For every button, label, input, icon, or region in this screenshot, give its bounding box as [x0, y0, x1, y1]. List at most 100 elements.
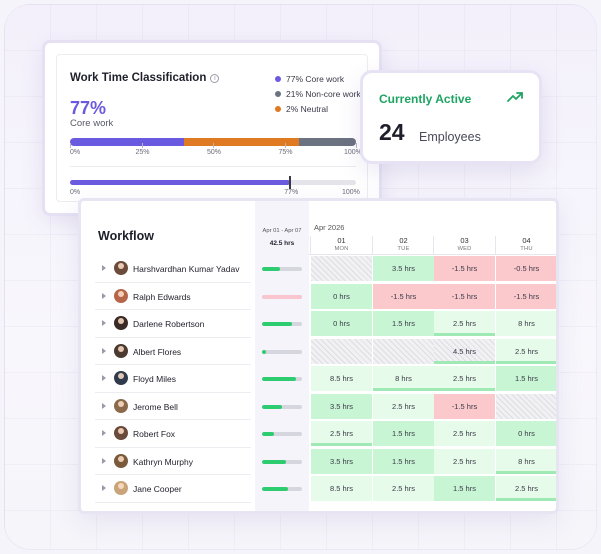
- day-cell[interactable]: 2.5 hrs: [311, 421, 372, 446]
- row-separator: [95, 474, 251, 475]
- cell-hours: 8 hrs: [395, 374, 412, 383]
- core-progress-marker[interactable]: [289, 176, 292, 189]
- legend-item: 2% Neutral: [275, 101, 361, 116]
- day-cell[interactable]: 1.5 hrs: [373, 448, 434, 474]
- cell-progress-strip: [434, 388, 495, 391]
- cell-hours: 1.5 hrs: [515, 374, 538, 383]
- day-cell[interactable]: 8 hrs: [373, 366, 434, 391]
- row-progress-fill: [262, 487, 288, 491]
- day-cell[interactable]: 8.5 hrs: [311, 366, 372, 391]
- day-cell[interactable]: -1.5 hrs: [496, 283, 556, 309]
- cell-hours: 2.5 hrs: [453, 374, 476, 383]
- cell-hours: 0 hrs: [518, 429, 535, 438]
- work-time-card: Work Time Classification i 77% Core work…: [42, 40, 382, 216]
- day-cell[interactable]: 3.5 hrs: [311, 393, 372, 419]
- cell-progress-strip: [373, 388, 434, 391]
- day-cell[interactable]: 2.5 hrs: [496, 476, 556, 501]
- expand-caret-icon[interactable]: [102, 265, 106, 271]
- day-of-week: THU: [520, 246, 533, 252]
- day-cell[interactable]: 4.5 hrs: [434, 338, 495, 364]
- day-cell[interactable]: 8 hrs: [496, 311, 556, 336]
- core-progress-fill: [70, 180, 291, 185]
- table-row[interactable]: Robert Fox 2.5 hrs 1.5 hrs 2.5 hrs 0 hrs: [81, 420, 556, 448]
- legend-item: 77% Core work: [275, 71, 361, 86]
- day-cell[interactable]: 1.5 hrs: [434, 476, 495, 501]
- day-cell[interactable]: 0 hrs: [311, 311, 372, 336]
- cell-hours: 0 hrs: [333, 319, 350, 328]
- progress-tick-label: 77%: [284, 189, 299, 196]
- cell-hours: -0.5 hrs: [513, 264, 540, 273]
- range-column: [255, 201, 309, 511]
- day-cell[interactable]: 1.5 hrs: [373, 311, 434, 336]
- cell-hours: 0 hrs: [333, 291, 350, 301]
- day-cell[interactable]: 8.5 hrs: [311, 476, 372, 501]
- row-separator: [95, 336, 251, 338]
- progress-tick-label: 100%: [342, 189, 360, 196]
- expand-caret-icon[interactable]: [102, 402, 106, 409]
- info-icon[interactable]: i: [210, 73, 220, 83]
- cell-hours: 3.5 hrs: [330, 401, 353, 411]
- row-progress-fill: [262, 404, 282, 409]
- day-cell[interactable]: [373, 338, 434, 364]
- day-cell[interactable]: [311, 338, 372, 364]
- day-cell[interactable]: -1.5 hrs: [434, 283, 495, 309]
- day-cell[interactable]: 2.5 hrs: [434, 311, 495, 336]
- tick-label: 0%: [70, 149, 81, 156]
- expand-caret-icon[interactable]: [102, 375, 106, 381]
- day-cell[interactable]: 2.5 hrs: [434, 421, 495, 446]
- day-cell[interactable]: 1.5 hrs: [496, 366, 556, 391]
- day-cell[interactable]: 2.5 hrs: [434, 366, 495, 391]
- tick-label: 75%: [278, 149, 293, 156]
- expand-caret-icon[interactable]: [102, 457, 106, 464]
- table-row[interactable]: Harshvardhan Kumar Yadav 3.5 hrs -1.5 hrs -…: [81, 255, 556, 283]
- row-progress-bar: [262, 294, 302, 299]
- expand-caret-icon[interactable]: [102, 485, 106, 491]
- table-row[interactable]: Ralph Edwards 0 hrs -1.5 hrs -1.5 hrs -1.5 h…: [81, 283, 556, 310]
- cell-progress-strip: [311, 443, 372, 446]
- table-row[interactable]: Floyd Miles 8.5 hrs 8 hrs 2.5 hrs 1.5 hrs: [81, 365, 556, 393]
- workflow-panel: Workflow Apr 01 - Apr 07 42.5 hrs Apr 20…: [78, 198, 559, 514]
- cell-progress-strip: [496, 360, 556, 364]
- table-row[interactable]: Darlene Robertson 0 hrs 1.5 hrs 2.5 hrs 8 hr…: [81, 310, 556, 338]
- expand-caret-icon[interactable]: [102, 430, 106, 436]
- cell-progress-strip: [496, 498, 556, 501]
- row-separator: [95, 309, 251, 310]
- day-cell[interactable]: 2.5 hrs: [434, 448, 495, 474]
- table-row[interactable]: Kathryn Murphy 3.5 hrs 1.5 hrs 2.5 hrs 8 hrs: [81, 448, 556, 475]
- day-cell[interactable]: -1.5 hrs: [373, 283, 434, 309]
- table-row[interactable]: Albert Flores 4.5 hrs 2.5 hrs: [81, 338, 556, 365]
- day-cell[interactable]: 2.5 hrs: [496, 338, 556, 364]
- day-cell[interactable]: 0 hrs: [496, 421, 556, 446]
- workflow-title: Workflow: [98, 229, 155, 243]
- tick-label: 25%: [135, 149, 150, 156]
- day-cell[interactable]: -1.5 hrs: [434, 256, 495, 281]
- day-of-week: WED: [457, 246, 472, 252]
- expand-caret-icon[interactable]: [102, 292, 106, 299]
- table-row[interactable]: Jane Cooper 8.5 hrs 2.5 hrs 1.5 hrs 2.5 hrs: [81, 475, 556, 503]
- cell-hours: 1.5 hrs: [392, 456, 415, 466]
- day-cell[interactable]: 3.5 hrs: [373, 256, 434, 281]
- row-progress-bar: [262, 267, 302, 271]
- table-row[interactable]: Jerome Bell 3.5 hrs 2.5 hrs -1.5 hrs: [81, 393, 556, 420]
- day-cell[interactable]: [496, 393, 556, 419]
- day-cell[interactable]: 8 hrs: [496, 448, 556, 474]
- day-cell[interactable]: 3.5 hrs: [311, 448, 372, 474]
- expand-caret-icon[interactable]: [102, 347, 106, 354]
- day-cell[interactable]: -1.5 hrs: [434, 393, 495, 419]
- avatar: [114, 261, 128, 275]
- core-progress-bar: [70, 176, 356, 189]
- expand-caret-icon[interactable]: [102, 320, 106, 326]
- card-divider: [70, 166, 356, 167]
- day-cell[interactable]: 0 hrs: [311, 283, 372, 309]
- day-cell[interactable]: [311, 256, 372, 281]
- day-cell[interactable]: -0.5 hrs: [496, 256, 556, 281]
- employee-name: Albert Flores: [133, 346, 182, 357]
- day-cell[interactable]: 1.5 hrs: [373, 421, 434, 446]
- day-cell[interactable]: 2.5 hrs: [373, 476, 434, 501]
- employee-name: Darlene Robertson: [133, 319, 205, 329]
- tick-mark: [213, 143, 214, 148]
- row-progress-bar: [262, 432, 302, 436]
- day-cell[interactable]: 2.5 hrs: [373, 393, 434, 419]
- cell-hours: 2.5 hrs: [515, 484, 538, 493]
- row-progress-bar: [262, 459, 302, 464]
